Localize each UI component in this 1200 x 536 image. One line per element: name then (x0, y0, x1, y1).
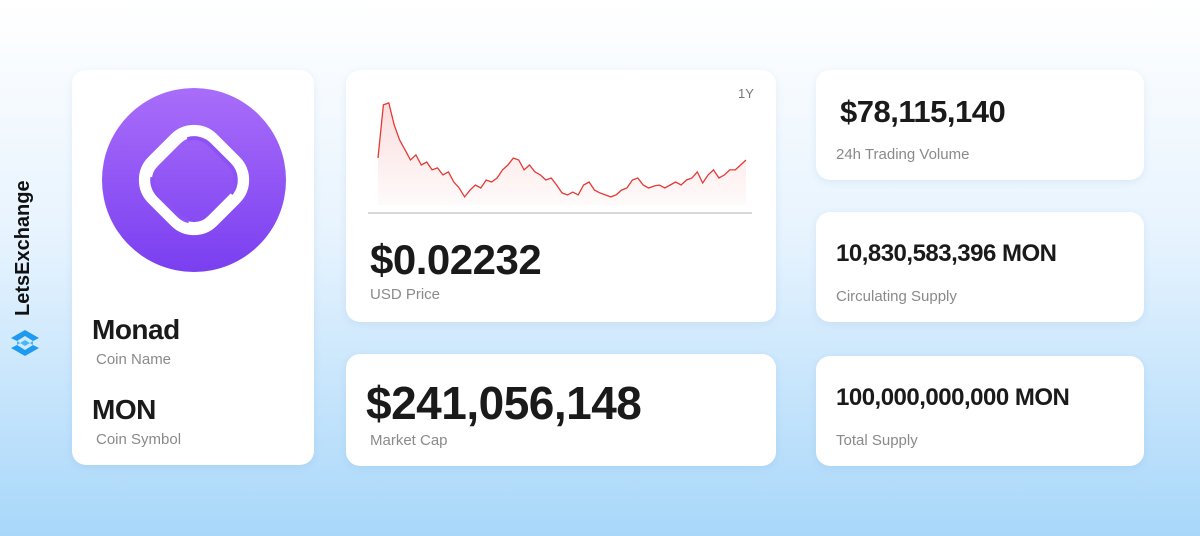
stat-value: 100,000,000,000 MON (836, 384, 1070, 411)
coin-logo (102, 88, 286, 272)
sparkline: 1Y (368, 86, 754, 214)
stat-card: $78,115,140 24h Trading Volume (816, 70, 1144, 180)
coin-name: Monad (92, 314, 180, 345)
coin-name-label: Coin Name (96, 351, 172, 368)
period-label: 1Y (738, 86, 754, 101)
sparkline-line (377, 102, 747, 199)
coin-card: Monad Coin Name MON Coin Symbol (72, 70, 314, 465)
coin-symbol: MON (92, 394, 156, 425)
market-cap-label: Market Cap (370, 432, 448, 449)
stat-label: 24h Trading Volume (836, 146, 970, 163)
stat-label: Circulating Supply (836, 288, 957, 305)
price-label: USD Price (370, 286, 441, 303)
market-cap-value: $241,056,148 (366, 377, 642, 429)
market-cap-card: $241,056,148 Market Cap (346, 354, 776, 466)
sparkline-area (378, 102, 746, 205)
price-card: 1Y $0.02232 USD Price (346, 70, 776, 322)
stat-label: Total Supply (836, 432, 918, 449)
stat-value: 10,830,583,396 MON (836, 240, 1057, 267)
brand-logo (11, 330, 39, 356)
stat-value: $78,115,140 (840, 94, 1006, 129)
stat-card: 100,000,000,000 MON Total Supply (816, 356, 1144, 466)
coin-symbol-label: Coin Symbol (96, 431, 182, 448)
brand: LetsExchange (12, 180, 34, 316)
stat-card: 10,830,583,396 MON Circulating Supply (816, 212, 1144, 322)
price-value: $0.02232 (370, 236, 542, 283)
